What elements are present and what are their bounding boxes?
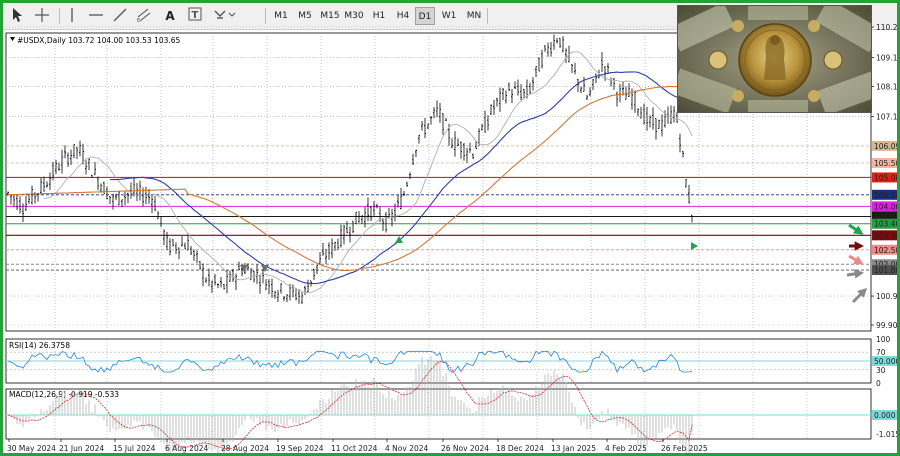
price-tag-label: 102.50	[874, 246, 897, 255]
crosshair-icon[interactable]	[33, 7, 51, 25]
timeframe-w1[interactable]: W1	[441, 11, 457, 21]
price-tag-label: 104.40	[874, 191, 897, 200]
toolbar-separator	[265, 8, 266, 24]
rsi-tick-label: 30	[876, 366, 886, 375]
macd-tick-label: -1.015	[876, 430, 897, 439]
trendline-icon[interactable]	[111, 7, 129, 25]
green-arrow-icon	[848, 223, 864, 235]
price-tag-label: 105.00	[874, 173, 897, 182]
price-tag-label: 103.65	[874, 213, 897, 222]
price-tag-105-00	[872, 172, 897, 183]
darkred-arrow-icon	[849, 241, 864, 251]
price-tag-103-40	[872, 218, 897, 229]
ma-mid-line	[109, 71, 693, 285]
price-tag-label: 101.80	[874, 266, 897, 275]
price-tag-label: 104.00	[874, 202, 897, 211]
ma-slow-line	[7, 85, 693, 272]
time-label: 4 Nov 2024	[385, 444, 428, 453]
dollar-coin-photo	[677, 5, 872, 113]
price-tag-label: 103.00	[874, 231, 897, 240]
svg-text:E: E	[137, 18, 140, 23]
text-label-icon[interactable]: T	[187, 7, 203, 25]
price-tick-label: 100.90	[876, 292, 897, 301]
price-tag-106-09	[872, 140, 897, 151]
gray-arrow-icon	[851, 287, 868, 304]
rsi-value-tag	[872, 356, 897, 366]
time-label: 13 Jan 2025	[551, 444, 596, 453]
price-tick-label: 108.15	[876, 82, 897, 91]
timeframe-h4[interactable]: H4	[396, 11, 410, 21]
timeframe-h1[interactable]: H1	[372, 11, 386, 21]
rsi-label: RSI(14) 26.3758	[9, 341, 70, 350]
time-label: 28 Aug 2024	[221, 444, 269, 453]
time-label: 21 Jun 2024	[59, 444, 104, 453]
horizontal-line-icon[interactable]	[87, 7, 105, 25]
timeframe-m30[interactable]: M30	[344, 11, 364, 21]
time-label: 30 May 2024	[7, 444, 56, 453]
timeframe-mn[interactable]: MN	[466, 11, 482, 21]
rsi-tick-label: 50.000	[874, 357, 897, 366]
price-tag-label: 106.09	[874, 142, 897, 151]
price-tick-label: 110.20	[876, 23, 897, 32]
text-icon[interactable]: A	[165, 9, 175, 23]
svg-text:T: T	[192, 10, 199, 21]
gray-down-triangle	[240, 265, 248, 272]
price-tag-label: 105.50	[874, 159, 897, 168]
price-tag-104-40	[872, 189, 897, 200]
cursor-icon[interactable]	[9, 7, 25, 25]
price-tag-103-65	[872, 211, 897, 222]
macd-label: MACD(12,26,9) -0.919 -0.533	[9, 390, 119, 399]
macd-signal-line	[7, 360, 693, 450]
toolbar-separator	[487, 8, 488, 24]
gray-arrow-icon	[846, 269, 864, 279]
price-tag-102-00	[872, 259, 897, 270]
price-tick-label: 99.90	[876, 321, 897, 330]
price-tag-104-00	[872, 201, 897, 212]
symbol-header: #USDX,Daily 103.72 104.00 103.53 103.65	[17, 36, 181, 45]
rsi-tick-label: 100	[876, 335, 891, 344]
timeframe-m1[interactable]: M1	[274, 11, 288, 21]
rsi-line	[7, 350, 693, 373]
price-tick-label: 107.10	[876, 113, 897, 122]
toolbar-separator	[59, 8, 60, 24]
timeframe-d1[interactable]: D1	[415, 7, 435, 25]
timeframe-m5[interactable]: M5	[298, 11, 312, 21]
time-label: 4 Feb 2025	[605, 444, 647, 453]
time-label: 19 Sep 2024	[276, 444, 324, 453]
macd-pane	[5, 388, 872, 440]
macd-tick-label: 0.000	[874, 411, 896, 420]
ma-fast-line	[43, 51, 693, 294]
price-tick-label: 109.15	[876, 53, 897, 62]
macd-zero-tag	[872, 410, 897, 420]
time-label: 26 Feb 2025	[661, 444, 708, 453]
header-dropdown-icon[interactable]	[10, 37, 15, 41]
green-right-triangle	[691, 242, 698, 250]
vertical-line-icon[interactable]	[65, 7, 79, 25]
time-label: 6 Aug 2024	[165, 444, 208, 453]
green-up-triangle	[395, 236, 403, 243]
price-tag-101-80	[872, 265, 897, 276]
pink-arrow-icon	[848, 254, 864, 265]
rsi-tick-label: 0	[876, 379, 881, 388]
channel-icon[interactable]: E	[135, 7, 153, 25]
price-tag-102-50	[872, 244, 897, 255]
time-label: 15 Jul 2024	[113, 444, 156, 453]
price-tag-105-50	[872, 157, 897, 168]
time-label: 11 Oct 2024	[331, 444, 378, 453]
time-label: 18 Dec 2024	[496, 444, 544, 453]
rsi-tick-label: 70	[876, 348, 886, 357]
price-tag-label: 103.40	[874, 220, 897, 229]
price-tag-label: 102.00	[874, 260, 897, 269]
timeframe-m15[interactable]: M15	[320, 11, 340, 21]
price-tag-103-00	[872, 230, 897, 241]
shapes-icon[interactable]	[211, 7, 237, 25]
time-label: 26 Nov 2024	[441, 444, 489, 453]
gray-down-triangle	[261, 265, 269, 272]
